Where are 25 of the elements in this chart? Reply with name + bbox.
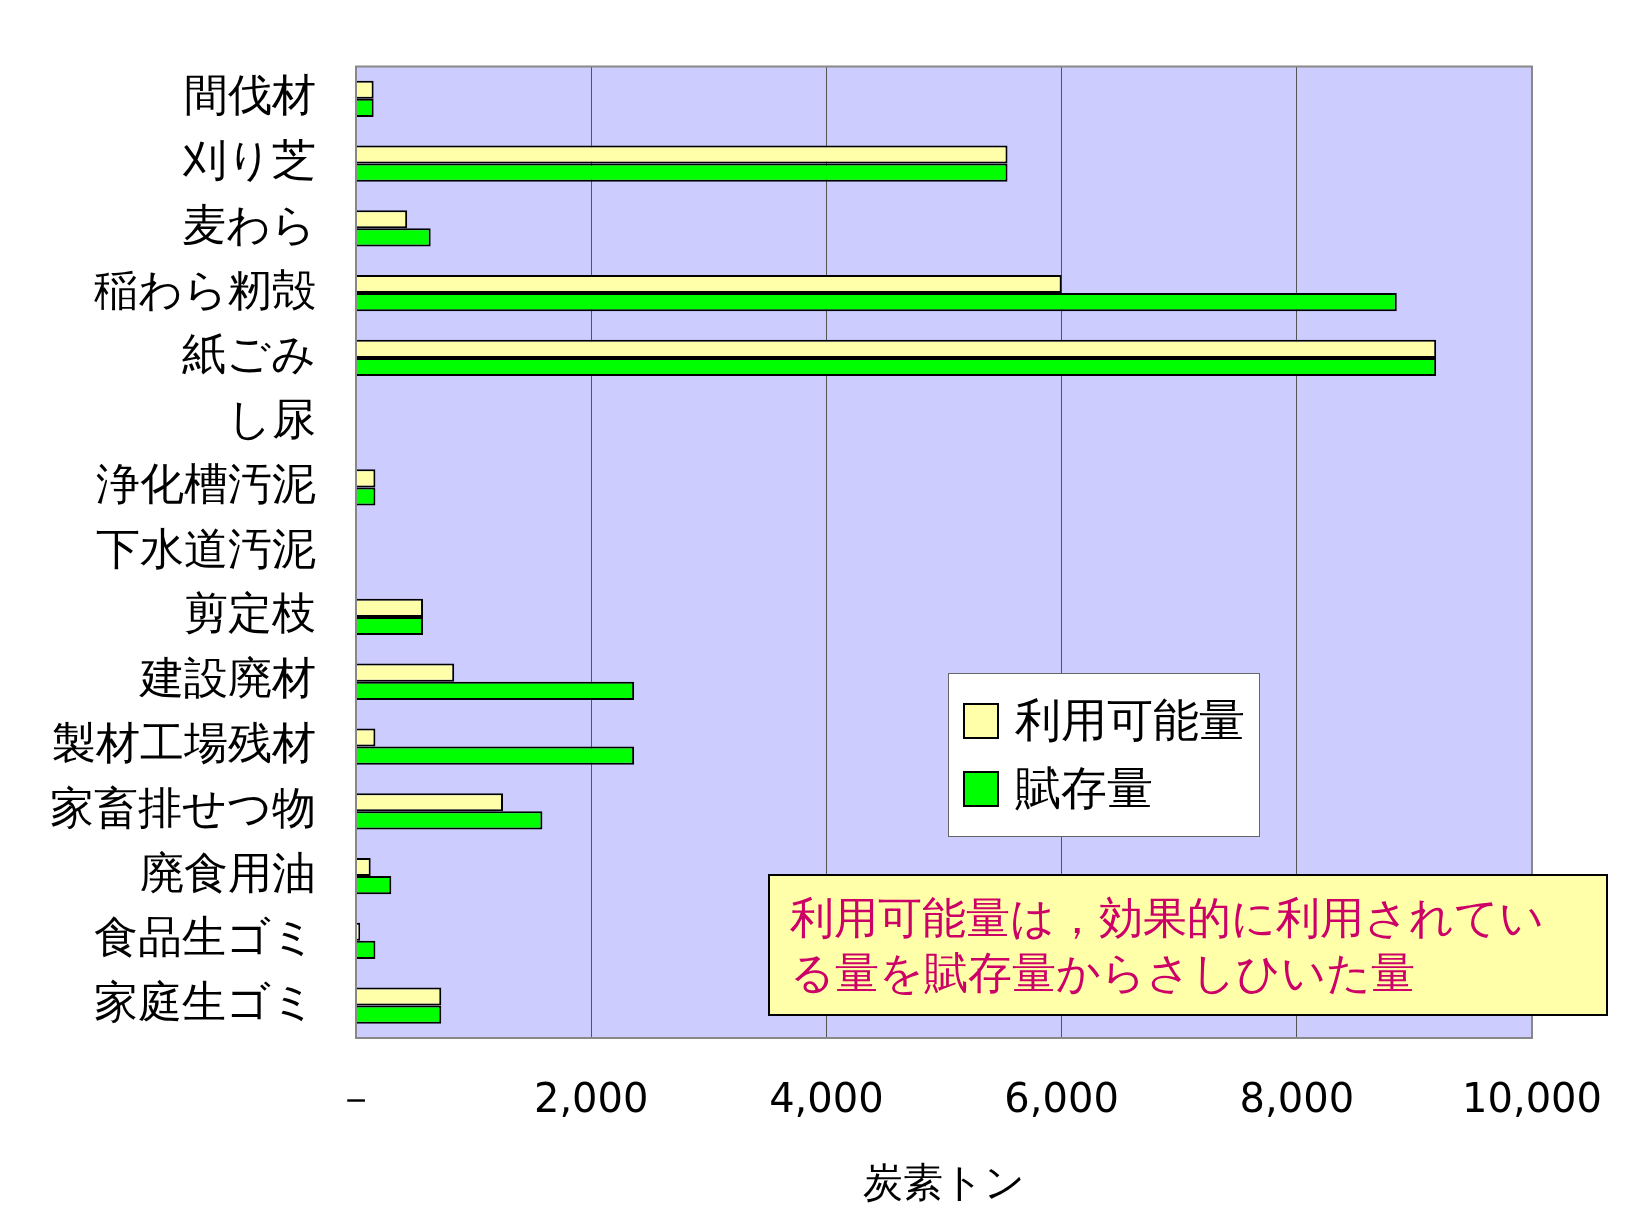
- legend-label: 賦存量: [1015, 760, 1153, 817]
- y-tick-label: 間伐材: [184, 69, 316, 121]
- x-tick-label: 2,000: [533, 1075, 649, 1122]
- y-tick-label: 家庭生ゴミ: [94, 976, 316, 1028]
- y-tick-label: 食品生ゴミ: [94, 911, 316, 963]
- y-tick-label: 麦わら: [182, 198, 316, 250]
- annotation: 利用可能量は，効果的に利用されている量を賦存量からさしひいた量: [768, 874, 1608, 1016]
- x-axis-title: 炭素トン: [863, 1159, 1026, 1206]
- y-tick-label: し尿: [227, 393, 316, 445]
- y-tick-label: 建設廃材: [139, 652, 316, 704]
- y-tick-label: 剪定枝: [184, 587, 316, 639]
- y-tick-label: 下水道汚泥: [96, 522, 316, 574]
- x-tick-label: 4,000: [769, 1075, 884, 1122]
- legend-label: 利用可能量: [1015, 692, 1245, 749]
- y-tick-label: 浄化槽汚泥: [96, 457, 316, 509]
- y-tick-label: 稲わら籾殻: [94, 263, 316, 315]
- x-tick-label: 6,000: [1004, 1075, 1119, 1122]
- x-tick-label: 8,000: [1239, 1075, 1355, 1122]
- y-tick-label: 紙ごみ: [182, 328, 316, 380]
- x-tick-label: －: [336, 1075, 376, 1122]
- y-tick-label: 刈り芝: [182, 134, 316, 185]
- y-tick-label: 廃食用油: [140, 846, 316, 898]
- y-tick-label: 製材工場残材: [52, 716, 316, 768]
- y-tick-label: 家畜排せつ物: [50, 781, 316, 833]
- x-tick-label: 10,000: [1462, 1075, 1602, 1122]
